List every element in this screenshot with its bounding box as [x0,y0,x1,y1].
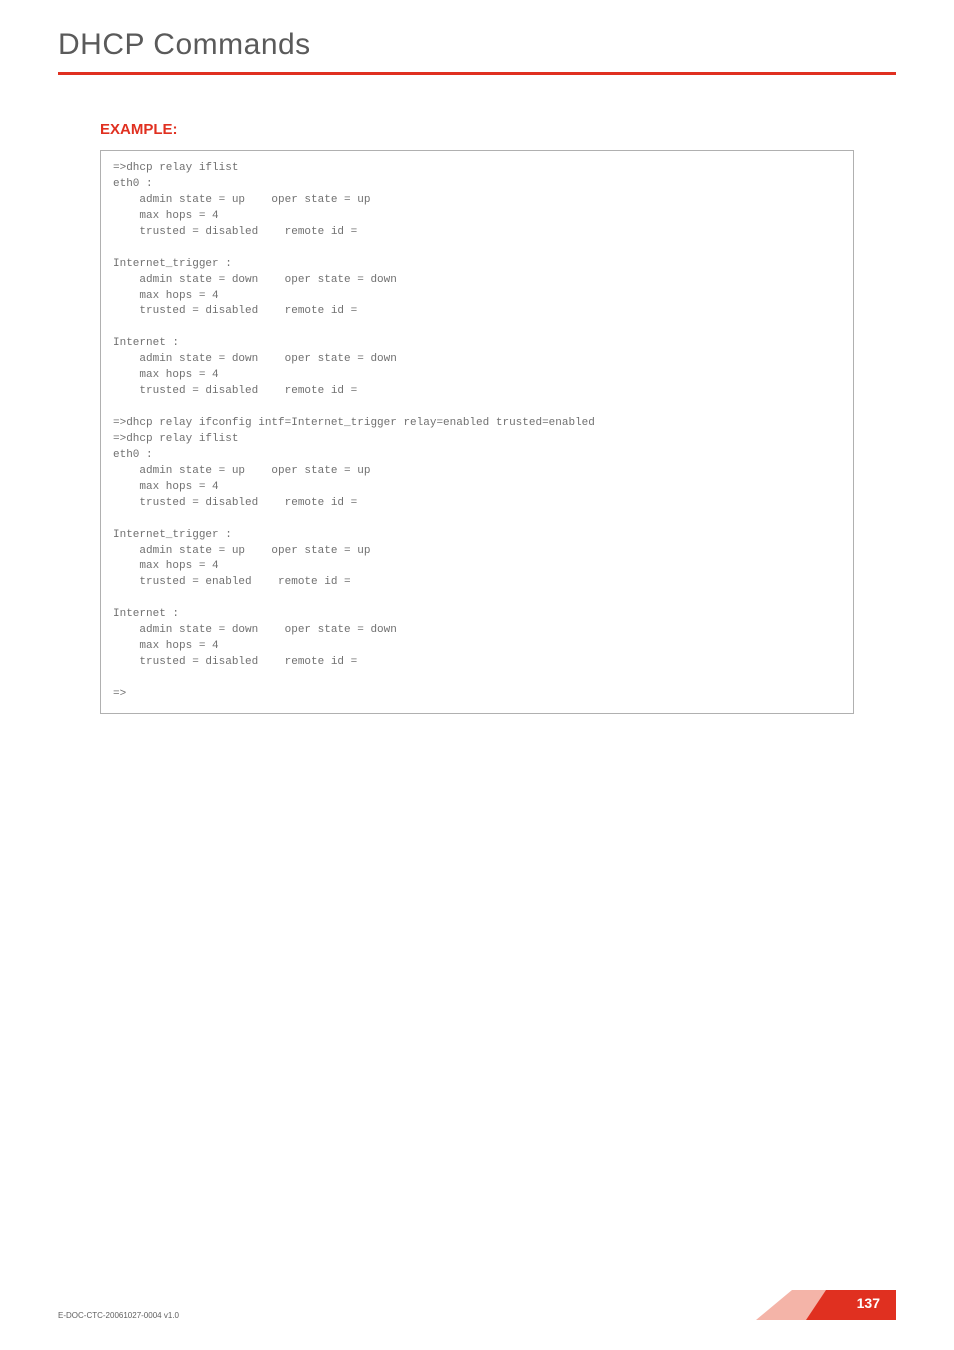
page-title: DHCP Commands [0,0,954,62]
code-block: =>dhcp relay iflist eth0 : admin state =… [100,150,854,714]
title-rule [58,72,896,75]
example-label: EXAMPLE: [100,121,954,138]
page-footer: E-DOC-CTC-20061027-0004 v1.0 137 [58,1290,896,1320]
page-number: 137 [857,1295,880,1311]
doc-id: E-DOC-CTC-20061027-0004 v1.0 [58,1311,179,1320]
page-number-badge: 137 [756,1290,896,1320]
